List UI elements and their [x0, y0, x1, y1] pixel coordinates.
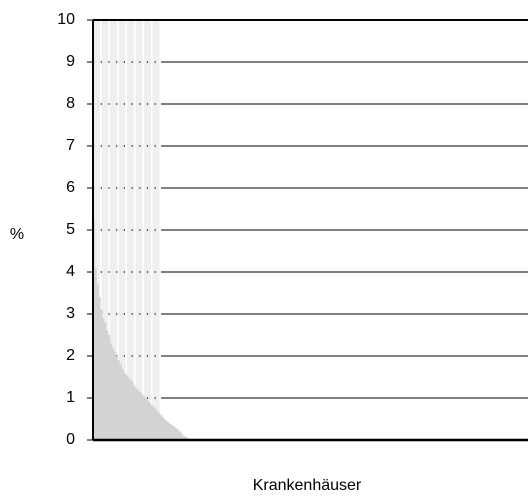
y-axis-title: % [10, 226, 24, 243]
y-tick-label: 5 [66, 221, 75, 238]
x-axis-title: Krankenhäuser [253, 477, 362, 494]
y-tick-label: 8 [66, 95, 75, 112]
y-tick-label: 0 [66, 431, 75, 448]
area-series [93, 221, 528, 440]
y-tick-labels: 0 1 2 3 4 5 6 7 8 9 10 [57, 11, 75, 448]
background-band [101, 20, 109, 440]
y-tick-label: 6 [66, 179, 75, 196]
y-tick-label: 2 [66, 347, 75, 364]
y-tick-label: 7 [66, 137, 75, 154]
axes [87, 19, 528, 442]
background-band [110, 20, 117, 440]
background-band [135, 20, 143, 440]
gridlines [161, 61, 528, 399]
y-tick-label: 9 [66, 53, 75, 70]
background-band [152, 20, 160, 440]
y-tick-label: 4 [66, 263, 75, 280]
y-tick-label: 1 [66, 389, 75, 406]
background-band [127, 20, 134, 440]
y-tick-label: 10 [57, 11, 75, 28]
y-tick-label: 3 [66, 305, 75, 322]
background-band [118, 20, 126, 440]
data-area [93, 221, 528, 440]
background-band [93, 20, 100, 440]
